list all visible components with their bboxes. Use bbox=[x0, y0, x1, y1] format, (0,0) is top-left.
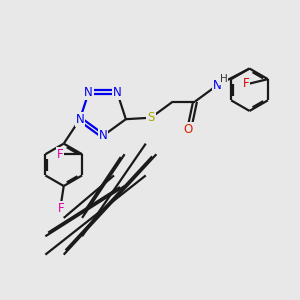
Text: N: N bbox=[113, 86, 122, 99]
Text: S: S bbox=[147, 111, 155, 124]
Text: F: F bbox=[57, 148, 63, 161]
Text: H: H bbox=[220, 74, 227, 84]
Text: N: N bbox=[76, 113, 84, 126]
Text: F: F bbox=[58, 202, 64, 215]
Text: O: O bbox=[184, 123, 193, 136]
Text: N: N bbox=[213, 79, 221, 92]
Text: F: F bbox=[243, 77, 249, 90]
Text: N: N bbox=[98, 129, 107, 142]
Text: N: N bbox=[84, 86, 93, 99]
